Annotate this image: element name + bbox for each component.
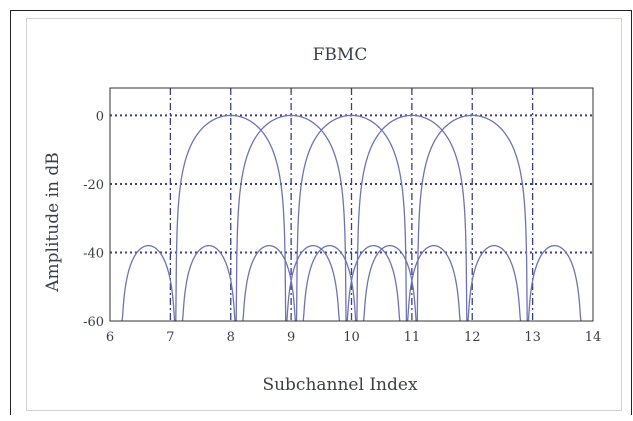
y-tick-labels: 0 -20 -40 -60: [83, 109, 104, 330]
x-tick-label: 8: [227, 330, 235, 345]
subchannel-curve-10: [242, 114, 461, 322]
curves: [121, 114, 582, 322]
x-tick-label: 6: [106, 330, 114, 345]
plot-area: [109, 87, 594, 322]
y-tick-label: -20: [83, 178, 104, 193]
x-tick-label: 7: [166, 330, 174, 345]
x-tick-label: 12: [464, 330, 481, 345]
subchannel-curve-12: [362, 114, 582, 322]
outer-frame: [10, 10, 632, 415]
y-tick-label: -60: [83, 315, 104, 330]
y-tick-label: -40: [83, 246, 104, 261]
x-tick-labels: 6 7 8 9 10 11 12 13 14: [106, 330, 601, 345]
figure-panel: [26, 18, 622, 411]
subchannel-curve-9: [181, 114, 401, 322]
subchannel-curve-8: [121, 114, 341, 322]
x-tick-label: 13: [524, 330, 541, 345]
x-tick-label: 11: [404, 330, 421, 345]
x-tick-label: 14: [585, 330, 602, 345]
x-tick-label: 10: [343, 330, 360, 345]
grid: [110, 88, 593, 321]
y-tick-label: 0: [96, 109, 104, 124]
chart-title: FBMC: [313, 45, 368, 65]
y-axis-label: Amplitude in dB: [43, 152, 63, 292]
x-axis-label: Subchannel Index: [262, 375, 417, 395]
subchannel-curve-11: [302, 114, 522, 322]
x-tick-label: 9: [287, 330, 295, 345]
